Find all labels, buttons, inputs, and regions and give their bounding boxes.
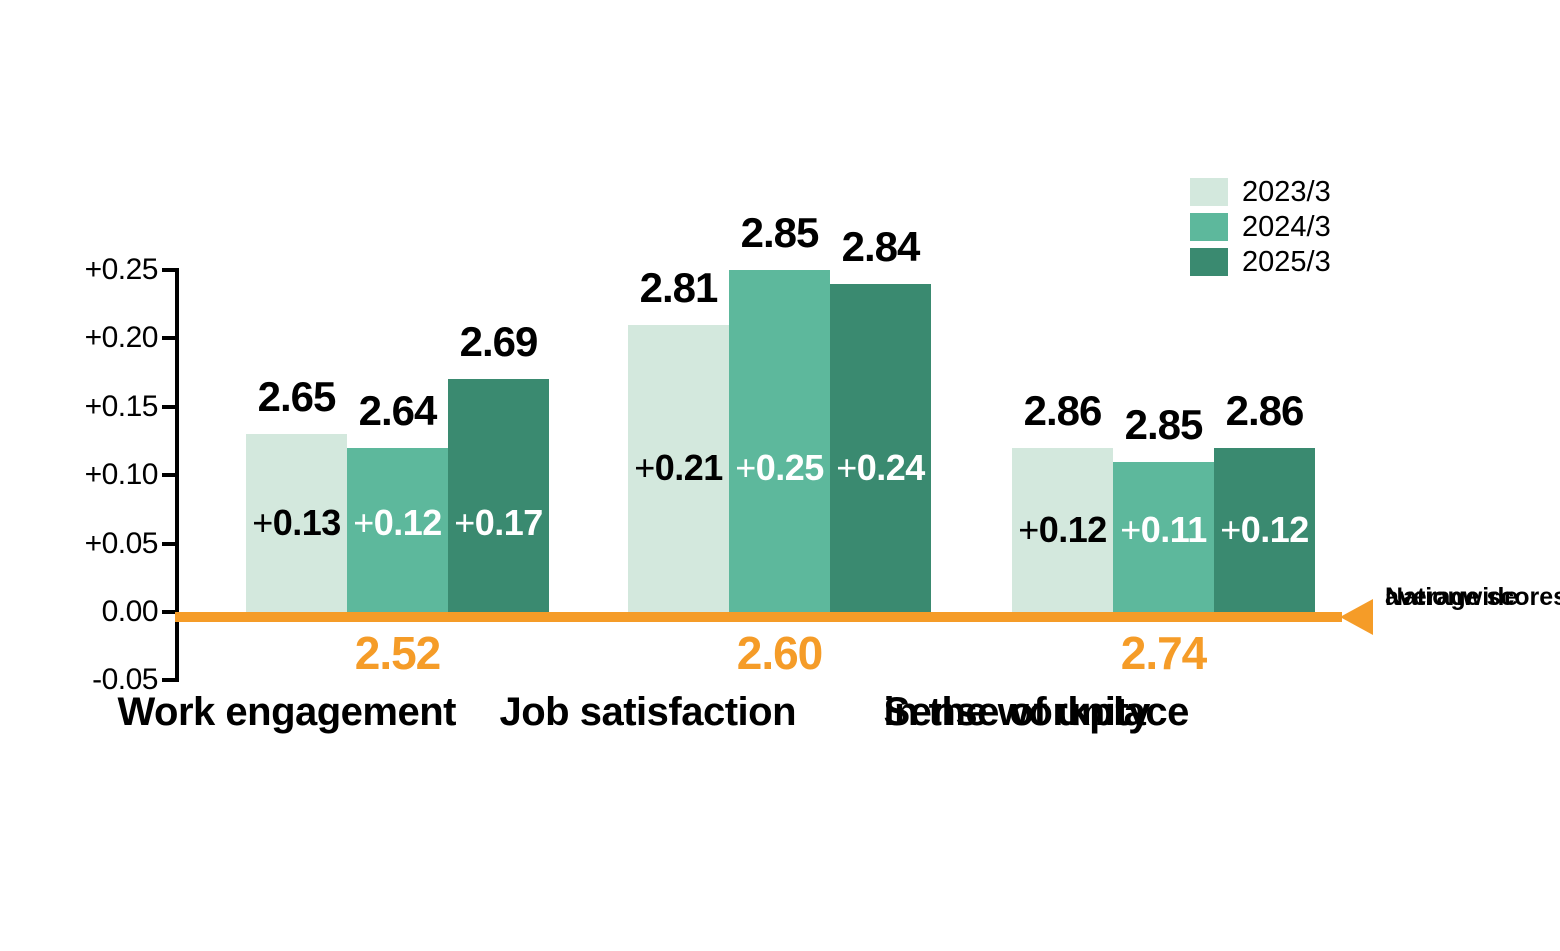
bar-score-label: 2.85 — [740, 209, 820, 256]
bar-2023-3-group3 — [1012, 448, 1113, 612]
y-axis-tick — [162, 473, 175, 478]
bar-score-label: 2.65 — [257, 373, 337, 420]
bar-diff-label: +0.25 — [735, 447, 824, 489]
y-axis-tick — [162, 541, 175, 546]
legend-label-2025-3: 2025/3 — [1242, 246, 1331, 278]
y-axis-tick-label: -0.05 — [92, 663, 158, 697]
bar-diff-label: +0.12 — [1018, 508, 1107, 550]
bar-2024-3-group2 — [729, 270, 830, 612]
y-axis-tick-label: 0.00 — [101, 595, 159, 628]
y-axis-tick — [162, 404, 175, 409]
y-axis-tick-label: +0.10 — [84, 458, 159, 492]
legend-label-2024-3: 2024/3 — [1242, 211, 1331, 243]
bar-diff-label: +0.24 — [836, 447, 925, 489]
bar-score-label: 2.64 — [358, 387, 438, 434]
y-axis-tick — [162, 268, 175, 272]
nationwide-baseline — [175, 612, 1342, 622]
bar-diff-label: +0.11 — [1120, 508, 1207, 550]
baseline-arrow-icon — [1340, 599, 1373, 635]
bar-score-label: 2.85 — [1124, 401, 1204, 448]
category-label-line: Job satisfaction — [499, 690, 797, 734]
nationwide-average-label-line: average scores — [1385, 583, 1560, 611]
y-axis-tick-label: +0.15 — [84, 389, 159, 423]
bar-2024-3-group3 — [1113, 462, 1214, 612]
group-average-label: 2.74 — [1120, 627, 1208, 679]
y-axis-tick — [162, 336, 175, 341]
bar-2024-3-group1 — [347, 448, 448, 612]
bar-score-label: 2.81 — [639, 264, 719, 311]
bar-2025-3-group2 — [830, 284, 931, 612]
bar-diff-label: +0.12 — [1220, 508, 1309, 550]
category-label-line: in the workplace — [883, 690, 1190, 734]
y-axis-tick-label: +0.20 — [84, 321, 159, 355]
bar-diff-label: +0.17 — [454, 502, 543, 544]
legend-label-2023-3: 2023/3 — [1242, 176, 1331, 208]
bar-2023-3-group2 — [628, 325, 729, 612]
y-axis-line — [175, 268, 179, 683]
bar-2025-3-group3 — [1214, 448, 1315, 612]
y-axis-tick-label: +0.05 — [84, 526, 159, 560]
bar-2023-3-group1 — [246, 434, 347, 612]
y-axis-tick — [162, 678, 175, 683]
bar-diff-label: +0.21 — [634, 447, 723, 489]
group-average-label: 2.52 — [354, 627, 442, 679]
category-label-line: Sense of unity — [883, 690, 1151, 734]
legend-swatch-2024-3 — [1190, 213, 1228, 241]
legend-swatch-2023-3 — [1190, 178, 1228, 206]
bar-diff-label: +0.13 — [252, 502, 341, 544]
bar-score-label: 2.86 — [1023, 387, 1103, 434]
bar-diff-label: +0.12 — [353, 502, 442, 544]
y-axis-tick-label: +0.25 — [84, 253, 159, 286]
bar-score-label: 2.84 — [841, 223, 921, 270]
group-average-label: 2.60 — [736, 627, 824, 679]
category-label-line: Work engagement — [117, 690, 457, 734]
nationwide-average-label-line: Nationwide — [1385, 583, 1519, 611]
bar-score-label: 2.86 — [1225, 387, 1305, 434]
bar-score-label: 2.69 — [459, 318, 539, 365]
bar-2025-3-group1 — [448, 379, 549, 612]
y-axis-tick — [162, 610, 175, 614]
legend-swatch-2025-3 — [1190, 248, 1228, 276]
